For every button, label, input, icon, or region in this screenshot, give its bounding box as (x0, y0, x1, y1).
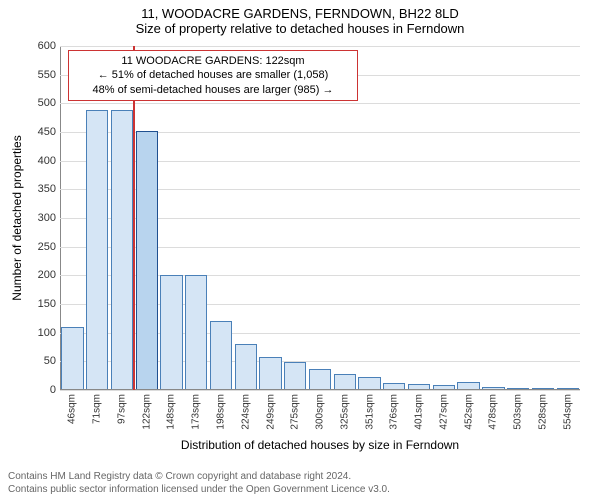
y-tick-label: 0 (22, 384, 56, 396)
annotation-line2: ← 51% of detached houses are smaller (1,… (75, 68, 351, 82)
bar (309, 369, 331, 390)
x-tick-label: 249sqm (265, 394, 276, 430)
bar (334, 374, 356, 390)
y-tick-label: 600 (22, 40, 56, 52)
bar (86, 110, 108, 390)
y-tick-label: 450 (22, 126, 56, 138)
annotation-box: 11 WOODACRE GARDENS: 122sqm ← 51% of det… (68, 50, 358, 101)
y-tick-label: 200 (22, 269, 56, 281)
y-tick-label: 550 (22, 69, 56, 81)
page-title-sub: Size of property relative to detached ho… (0, 21, 600, 36)
x-tick-label: 46sqm (67, 394, 78, 424)
annotation-line3: 48% of semi-detached houses are larger (… (75, 83, 351, 97)
x-tick-label: 351sqm (364, 394, 375, 430)
page-title-address: 11, WOODACRE GARDENS, FERNDOWN, BH22 8LD (0, 0, 600, 21)
x-tick-label: 71sqm (92, 394, 103, 424)
footer-line1: Contains HM Land Registry data © Crown c… (8, 470, 390, 483)
bar (111, 110, 133, 390)
x-tick-label: 325sqm (339, 394, 350, 430)
y-tick-label: 250 (22, 241, 56, 253)
x-tick-label: 300sqm (315, 394, 326, 430)
x-tick-label: 97sqm (116, 394, 127, 424)
bar (235, 344, 257, 390)
y-tick-label: 350 (22, 183, 56, 195)
x-tick-label: 122sqm (141, 394, 152, 430)
bar (259, 357, 281, 390)
annotation-line1: 11 WOODACRE GARDENS: 122sqm (75, 54, 351, 68)
footer-line2: Contains public sector information licen… (8, 483, 390, 496)
y-tick-label: 100 (22, 327, 56, 339)
x-tick-label: 452sqm (463, 394, 474, 430)
x-tick-label: 173sqm (191, 394, 202, 430)
plot-area: 050100150200250300350400450500550600 11 … (60, 46, 580, 390)
x-axis-title: Distribution of detached houses by size … (60, 438, 580, 452)
bar (61, 327, 83, 390)
x-tick-label: 503sqm (513, 394, 524, 430)
y-tick-label: 50 (22, 355, 56, 367)
bar (136, 131, 158, 390)
x-tick-label: 554sqm (562, 394, 573, 430)
y-tick-label: 400 (22, 155, 56, 167)
x-axis-line (60, 389, 580, 390)
bar (160, 275, 182, 390)
x-tick-label: 224sqm (240, 394, 251, 430)
bar (284, 362, 306, 390)
x-tick-label: 528sqm (537, 394, 548, 430)
y-tick-label: 300 (22, 212, 56, 224)
x-tick-label: 376sqm (389, 394, 400, 430)
x-tick-label: 148sqm (166, 394, 177, 430)
x-tick-label: 401sqm (414, 394, 425, 430)
y-tick-label: 500 (22, 97, 56, 109)
x-tick-label: 478sqm (488, 394, 499, 430)
footer: Contains HM Land Registry data © Crown c… (0, 466, 398, 500)
y-tick-label: 150 (22, 298, 56, 310)
grid-line (60, 390, 580, 391)
bar (210, 321, 232, 390)
x-tick-label: 198sqm (215, 394, 226, 430)
chart-container: 11, WOODACRE GARDENS, FERNDOWN, BH22 8LD… (0, 0, 600, 500)
x-tick-label: 275sqm (290, 394, 301, 430)
bar (185, 275, 207, 390)
x-tick-label: 427sqm (438, 394, 449, 430)
